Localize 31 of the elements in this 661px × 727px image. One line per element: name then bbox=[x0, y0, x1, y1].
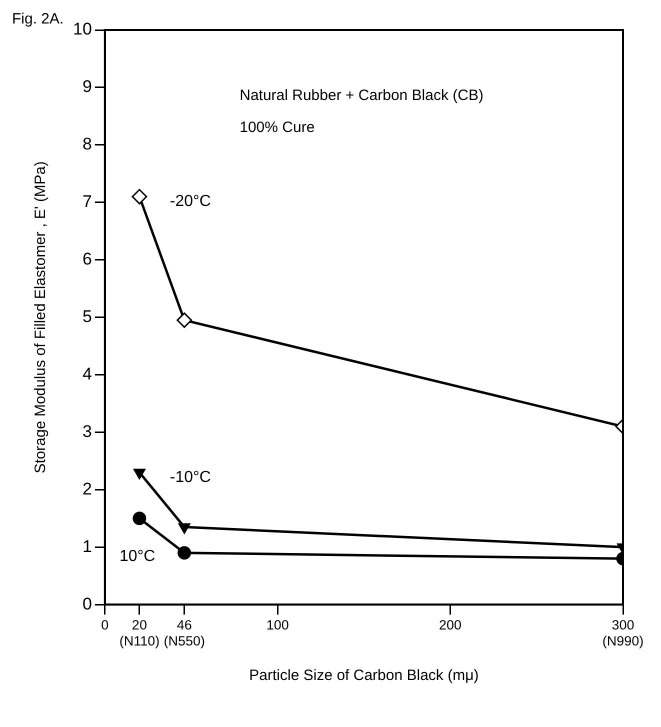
point bbox=[176, 312, 192, 328]
y-tick-label: 0 bbox=[82, 594, 92, 614]
y-tick-label: 3 bbox=[82, 422, 92, 441]
y-tick-label: 1 bbox=[82, 536, 92, 556]
y-tick-label: 10 bbox=[72, 20, 92, 39]
x-tick-label: 46 (N550) bbox=[164, 617, 205, 649]
point bbox=[134, 468, 146, 480]
x-tick-label: 0 bbox=[101, 617, 109, 632]
point bbox=[132, 188, 148, 204]
y-tick-label: 7 bbox=[82, 192, 92, 212]
series-label: -10°C bbox=[170, 468, 211, 486]
series-label: -20°C bbox=[170, 193, 211, 210]
y-tick-label: 2 bbox=[82, 479, 92, 498]
annotation: 100% Cure bbox=[240, 119, 315, 136]
point bbox=[178, 523, 190, 534]
y-tick-label: 4 bbox=[82, 364, 92, 384]
y-tick-label: 6 bbox=[82, 250, 92, 269]
y-axis-title: Storage Modulus of Filled Elastomer , E' (MPa) bbox=[32, 161, 50, 474]
chart-title: Fig. 2A. bbox=[12, 10, 64, 28]
y-tick-label: 8 bbox=[82, 134, 92, 154]
x-tick-label: 100 bbox=[266, 617, 289, 632]
series-label: 10°C bbox=[119, 548, 156, 565]
annotation: Natural Rubber + Carbon Black (CB) bbox=[240, 87, 484, 104]
point bbox=[132, 512, 146, 526]
y-tick-label: 5 bbox=[82, 306, 92, 326]
x-axis-title: Particle Size of Carbon Black (mμ) bbox=[249, 667, 479, 684]
x-tick-label: 20 (N110) bbox=[119, 617, 160, 649]
x-tick-label: 300 (N990) bbox=[602, 617, 644, 649]
point bbox=[178, 546, 192, 560]
y-tick-label: 9 bbox=[82, 77, 92, 96]
x-tick-label: 200 bbox=[439, 617, 462, 632]
